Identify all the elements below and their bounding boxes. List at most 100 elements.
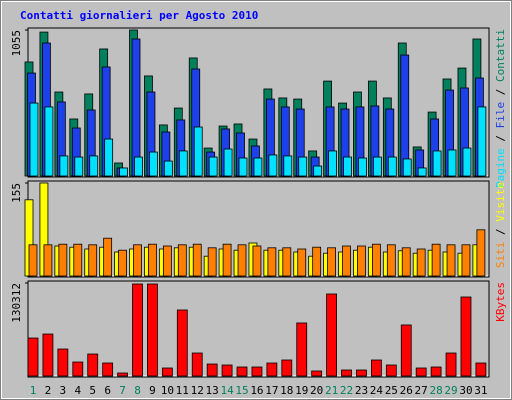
bar <box>415 367 427 377</box>
bar <box>298 156 308 177</box>
x-tick-label: 24 <box>370 384 384 397</box>
bar <box>297 248 307 277</box>
bar <box>476 229 486 277</box>
bar <box>103 237 113 277</box>
bar <box>74 156 84 177</box>
bar <box>238 157 248 177</box>
bar <box>402 158 412 177</box>
legend-entry: Pagine <box>494 148 507 188</box>
bar <box>282 247 292 277</box>
bar <box>119 167 128 177</box>
legend-entry: KBytes <box>494 282 507 322</box>
x-tick-label: 13 <box>206 384 219 397</box>
bar <box>313 165 323 177</box>
bar <box>117 372 128 377</box>
legend-separator: / <box>494 82 507 102</box>
bar <box>266 362 278 377</box>
x-tick-label: 21 <box>325 384 338 397</box>
bar <box>416 248 426 277</box>
x-tick-label: 30 <box>459 384 472 397</box>
bar <box>251 366 263 377</box>
x-tick-label: 11 <box>176 384 189 397</box>
bar <box>29 102 39 177</box>
bar <box>206 363 218 377</box>
bar <box>461 244 471 277</box>
x-tick-label: 18 <box>280 384 293 397</box>
bar <box>87 353 99 377</box>
bar <box>283 155 293 177</box>
bar <box>311 370 323 377</box>
bar <box>222 243 232 277</box>
x-tick-label: 22 <box>340 384 353 397</box>
x-tick-label: 23 <box>355 384 368 397</box>
bar <box>417 167 427 177</box>
bar <box>208 156 218 177</box>
bar <box>400 324 412 377</box>
x-tick-label: 27 <box>415 384 428 397</box>
x-tick-label: 31 <box>474 384 487 397</box>
legend-entry: Contatti <box>494 29 507 82</box>
bar <box>342 245 351 277</box>
bar <box>134 156 143 177</box>
bar <box>341 369 352 377</box>
bar <box>343 156 352 177</box>
bar <box>178 150 188 177</box>
bar <box>148 243 157 277</box>
x-tick-label: 8 <box>134 384 141 397</box>
x-tick-label: 2 <box>45 384 52 397</box>
bar <box>357 245 366 277</box>
bar <box>162 245 172 277</box>
x-tick-label: 29 <box>444 384 457 397</box>
bar <box>237 244 247 277</box>
bar <box>267 247 277 277</box>
bar <box>477 106 487 177</box>
bar <box>460 296 472 377</box>
x-tick-label: 15 <box>235 384 248 397</box>
x-tick-label: 5 <box>89 384 96 397</box>
bar <box>327 247 337 277</box>
bar <box>387 156 397 177</box>
bar <box>385 364 397 377</box>
x-tick-label: 26 <box>400 384 413 397</box>
bar <box>223 148 233 177</box>
legend-separator: / <box>494 128 507 148</box>
y-tick-label: 155 <box>10 183 23 203</box>
bar <box>445 352 457 377</box>
bar <box>400 54 410 177</box>
bar <box>386 244 396 277</box>
chart-title: Contatti giornalieri per Agosto 2010 <box>20 9 258 22</box>
bar <box>118 249 127 277</box>
x-tick-label: 6 <box>104 384 111 397</box>
bar <box>401 247 411 277</box>
bar <box>44 106 54 177</box>
bar <box>447 149 457 177</box>
bar <box>268 154 278 177</box>
bar <box>281 359 293 377</box>
x-tick-label: 3 <box>60 384 67 397</box>
bar <box>430 366 442 377</box>
bar <box>356 369 367 377</box>
bar <box>253 157 263 177</box>
bar <box>431 243 441 277</box>
legend-entry: Visite <box>494 182 507 222</box>
bar <box>131 38 141 177</box>
bar <box>475 362 487 377</box>
legend-separator: / <box>494 222 507 242</box>
x-tick-label: 28 <box>429 384 442 397</box>
plot-area <box>27 280 490 378</box>
bar <box>88 244 98 277</box>
bar <box>326 293 338 377</box>
bar <box>72 361 84 377</box>
bar <box>161 367 173 377</box>
bar <box>89 155 99 177</box>
bar <box>149 151 158 177</box>
x-tick-label: 20 <box>310 384 323 397</box>
bar <box>193 126 203 177</box>
bar <box>192 243 202 277</box>
x-tick-label: 17 <box>265 384 278 397</box>
bar <box>372 156 382 177</box>
bar <box>42 333 54 377</box>
bar <box>221 364 233 377</box>
